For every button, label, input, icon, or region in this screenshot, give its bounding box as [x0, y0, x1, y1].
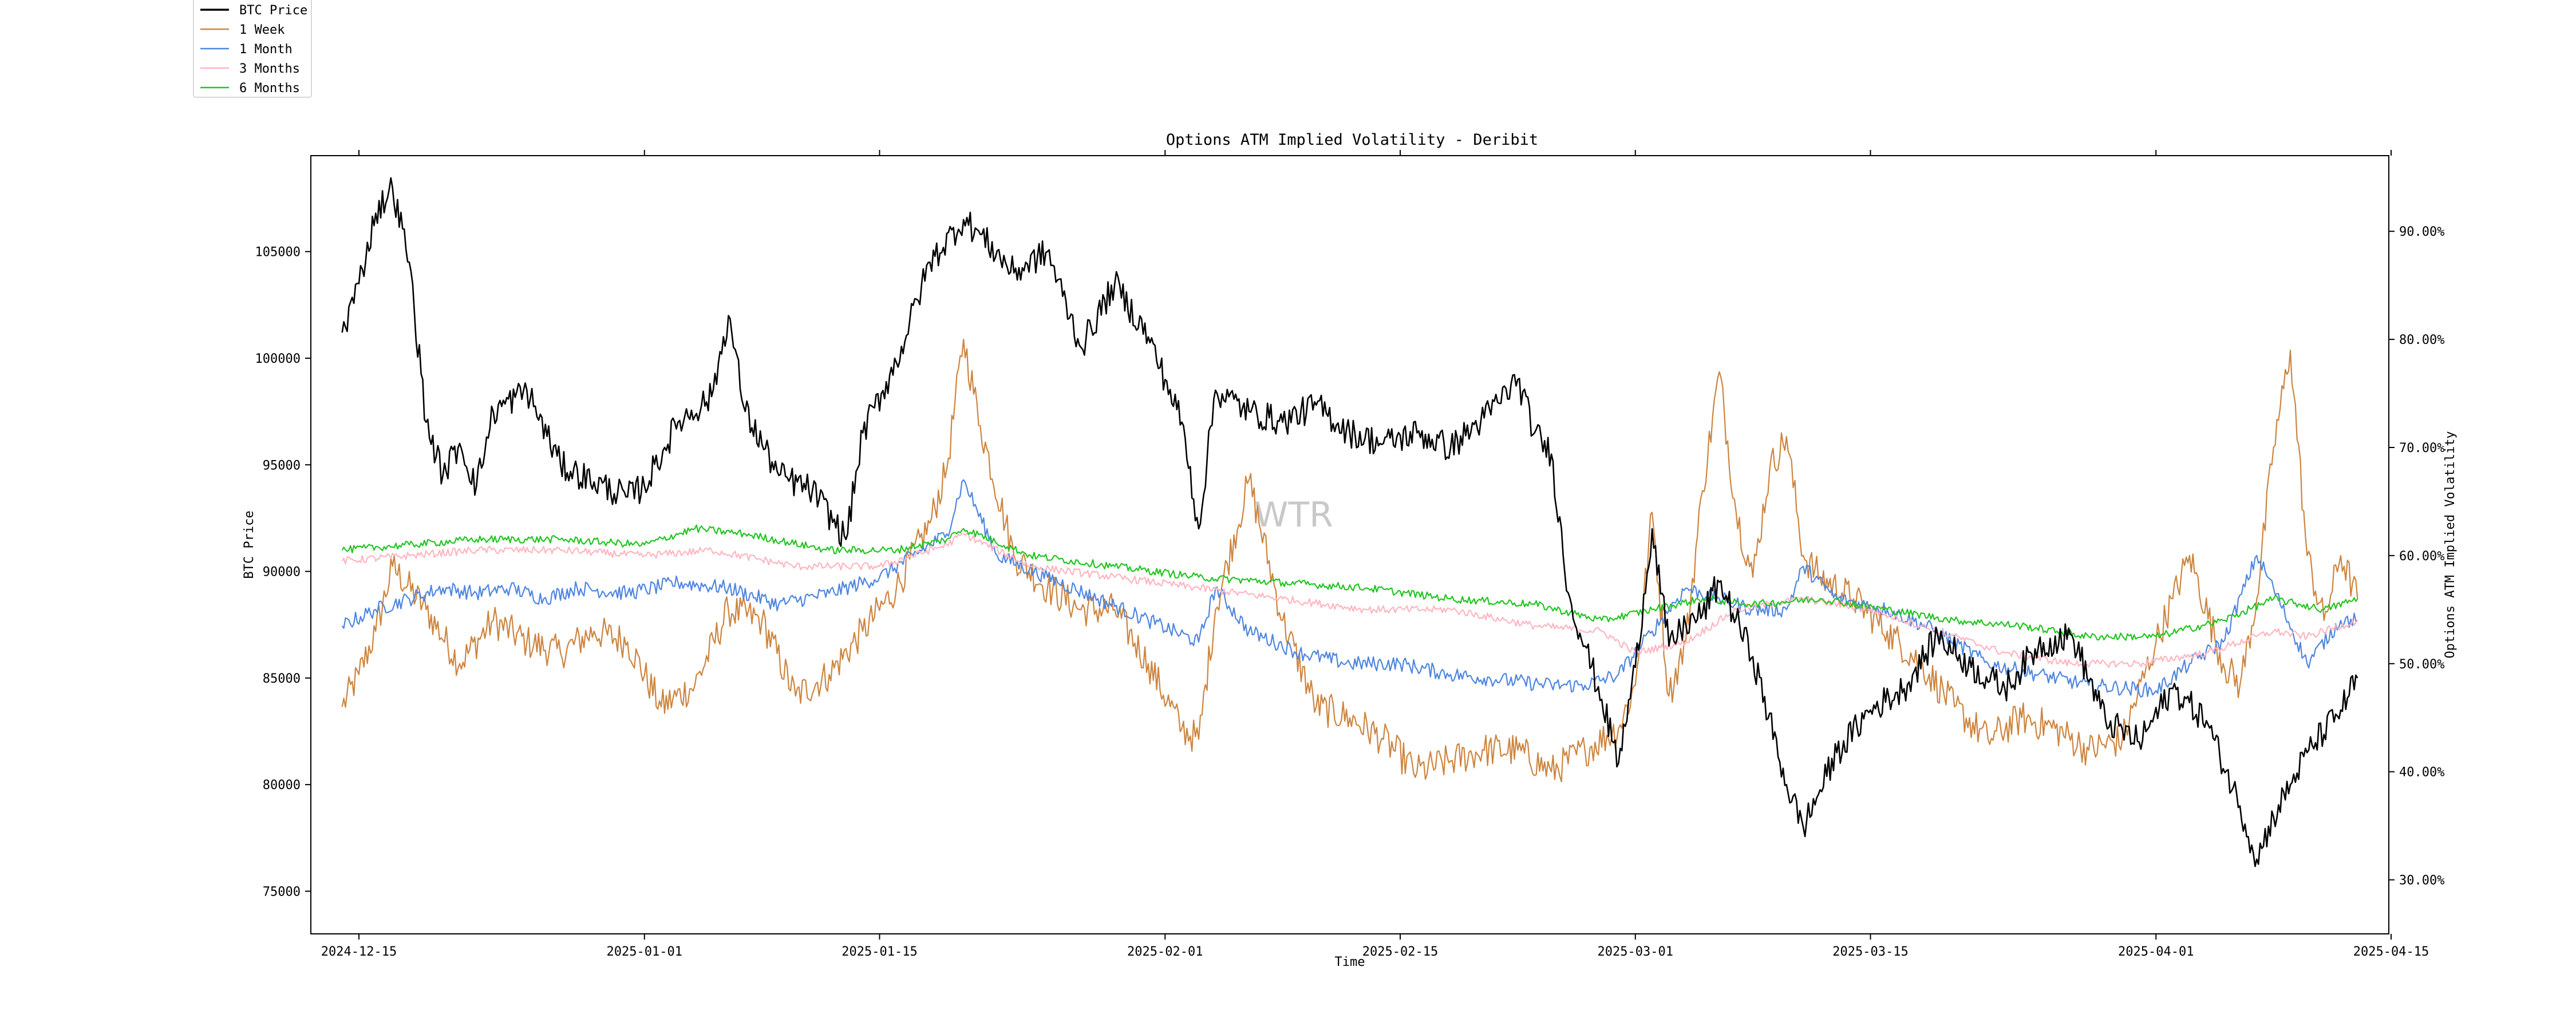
- legend-box: [193, 0, 312, 98]
- y-right-tick-label: 90.00%: [2399, 225, 2444, 239]
- y-left-tick-label: 100000: [255, 352, 301, 366]
- series-line-btc-price: [341, 177, 2358, 867]
- y-left-tick-label: 75000: [263, 885, 301, 899]
- legend-label: 6 Months: [239, 81, 300, 96]
- x-tick-label: 2025-02-15: [1362, 945, 1438, 959]
- y-right-tick-label: 70.00%: [2399, 441, 2444, 455]
- plot-frame: [310, 155, 2389, 934]
- x-tick-label: 2025-01-01: [607, 945, 682, 959]
- series-line-1-week: [341, 338, 2358, 783]
- x-tick-label: 2025-03-15: [1832, 945, 1908, 959]
- y-left-tick-label: 95000: [263, 458, 301, 473]
- legend-label: 3 Months: [239, 62, 300, 76]
- y-right-tick-label: 50.00%: [2399, 657, 2444, 672]
- x-tick-label: 2025-01-15: [841, 945, 917, 959]
- x-axis-ticks: 2024-12-15 2025-01-01 2025-01-15 2025-02-01…: [321, 150, 2429, 959]
- legend-label: BTC Price: [239, 3, 307, 18]
- y-left-tick-label: 85000: [263, 672, 301, 686]
- series-line-3-months: [341, 533, 2358, 668]
- watermark: WTR: [1254, 495, 1333, 535]
- series-line-1-month: [341, 479, 2358, 698]
- x-tick-label: 2025-03-01: [1598, 945, 1673, 959]
- y-axis-left-ticks: 75000 80000 85000 90000 95000 100000 105000: [255, 245, 311, 899]
- y-right-tick-label: 30.00%: [2399, 874, 2444, 888]
- y-right-tick-label: 80.00%: [2399, 333, 2444, 347]
- y-right-tick-label: 60.00%: [2399, 549, 2444, 564]
- y-left-tick-label: 90000: [263, 565, 301, 580]
- x-axis-label: Time: [1335, 955, 1365, 969]
- y-axis-right-label: Options ATM Implied Volatility: [2443, 431, 2458, 658]
- series-line-6-months: [341, 524, 2358, 641]
- y-right-tick-label: 40.00%: [2399, 766, 2444, 780]
- y-axis-right-ticks: 30.00% 40.00% 50.00% 60.00% 70.00% 80.00% 90.0…: [2389, 225, 2444, 888]
- chart-title: Options ATM Implied Volatility - Deribit: [1166, 131, 1538, 149]
- x-tick-label: 2025-04-01: [2118, 945, 2194, 959]
- legend-items: BTC Price 1 Week 1 Month 3 Months 6 Months: [200, 3, 307, 96]
- y-left-tick-label: 80000: [263, 778, 301, 793]
- x-tick-label: 2025-02-01: [1127, 945, 1203, 959]
- y-axis-left-label: BTC Price: [242, 510, 256, 579]
- y-left-tick-label: 105000: [255, 245, 301, 260]
- legend-label: 1 Month: [239, 42, 293, 57]
- x-tick-label: 2024-12-15: [321, 945, 397, 959]
- series-layer: [341, 177, 2358, 867]
- x-tick-label: 2025-04-15: [2353, 945, 2429, 959]
- legend: BTC Price 1 Week 1 Month 3 Months 6 Months: [193, 0, 312, 98]
- legend-label: 1 Week: [239, 23, 285, 37]
